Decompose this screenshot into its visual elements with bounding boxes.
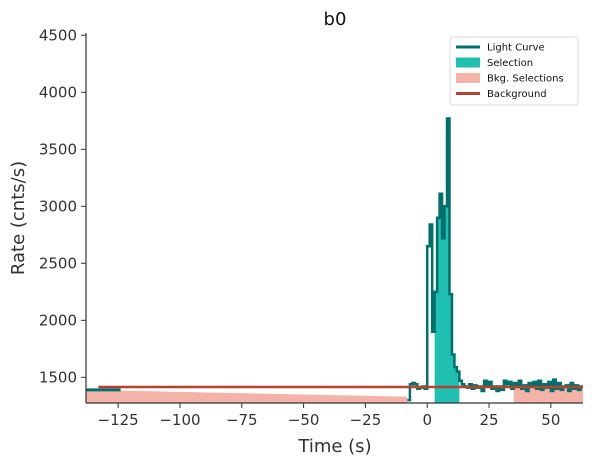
- legend-label: Selection: [487, 58, 533, 69]
- y-tick-label: 2500: [39, 254, 77, 272]
- legend: Light Curve Selection Bkg. Selections Backg…: [449, 36, 579, 106]
- x-tick-label: −125: [98, 411, 139, 429]
- legend-box: [449, 36, 579, 106]
- legend-swatch-patch: [456, 57, 480, 68]
- plot-area: [86, 117, 583, 404]
- y-ticks: 1500 2000 2500 3000 3500 4000 4500: [39, 26, 86, 386]
- legend-label: Bkg. Selections: [487, 74, 564, 85]
- x-ticks: −125 −100 −75 −50 −25 0 25 50: [98, 403, 560, 429]
- y-tick-label: 4000: [39, 83, 77, 101]
- selection-layer: [434, 118, 460, 404]
- legend-label: Background: [487, 89, 547, 100]
- y-tick-label: 4500: [39, 26, 77, 44]
- x-tick-label: −100: [159, 411, 200, 429]
- light-curve-line: [407, 117, 583, 402]
- y-axis-title: Rate (cnts/s): [8, 161, 29, 275]
- chart-title: b0: [324, 9, 347, 30]
- x-tick-label: 25: [479, 411, 498, 429]
- light-curve-layer: [86, 117, 583, 402]
- bkg-selection-region-1: [86, 389, 408, 403]
- x-tick-label: 50: [541, 411, 560, 429]
- legend-swatch-patch: [456, 73, 480, 83]
- y-tick-label: 1500: [39, 368, 77, 386]
- background-selections-layer: [86, 387, 583, 403]
- legend-label: Light Curve: [487, 43, 545, 54]
- y-tick-label: 3000: [39, 197, 77, 215]
- x-tick-label: 0: [422, 411, 432, 429]
- selection-area: [434, 118, 460, 404]
- y-tick-label: 2000: [39, 311, 77, 329]
- x-tick-label: −50: [288, 411, 320, 429]
- x-axis-title: Time (s): [297, 436, 371, 457]
- y-tick-label: 3500: [39, 140, 77, 158]
- axes: −125 −100 −75 −50 −25 0 25 50 1500 2000 2500 3000 3…: [39, 26, 583, 429]
- bkg-selection-region-2: [513, 387, 583, 403]
- x-tick-label: −25: [350, 411, 382, 429]
- x-tick-label: −75: [226, 411, 258, 429]
